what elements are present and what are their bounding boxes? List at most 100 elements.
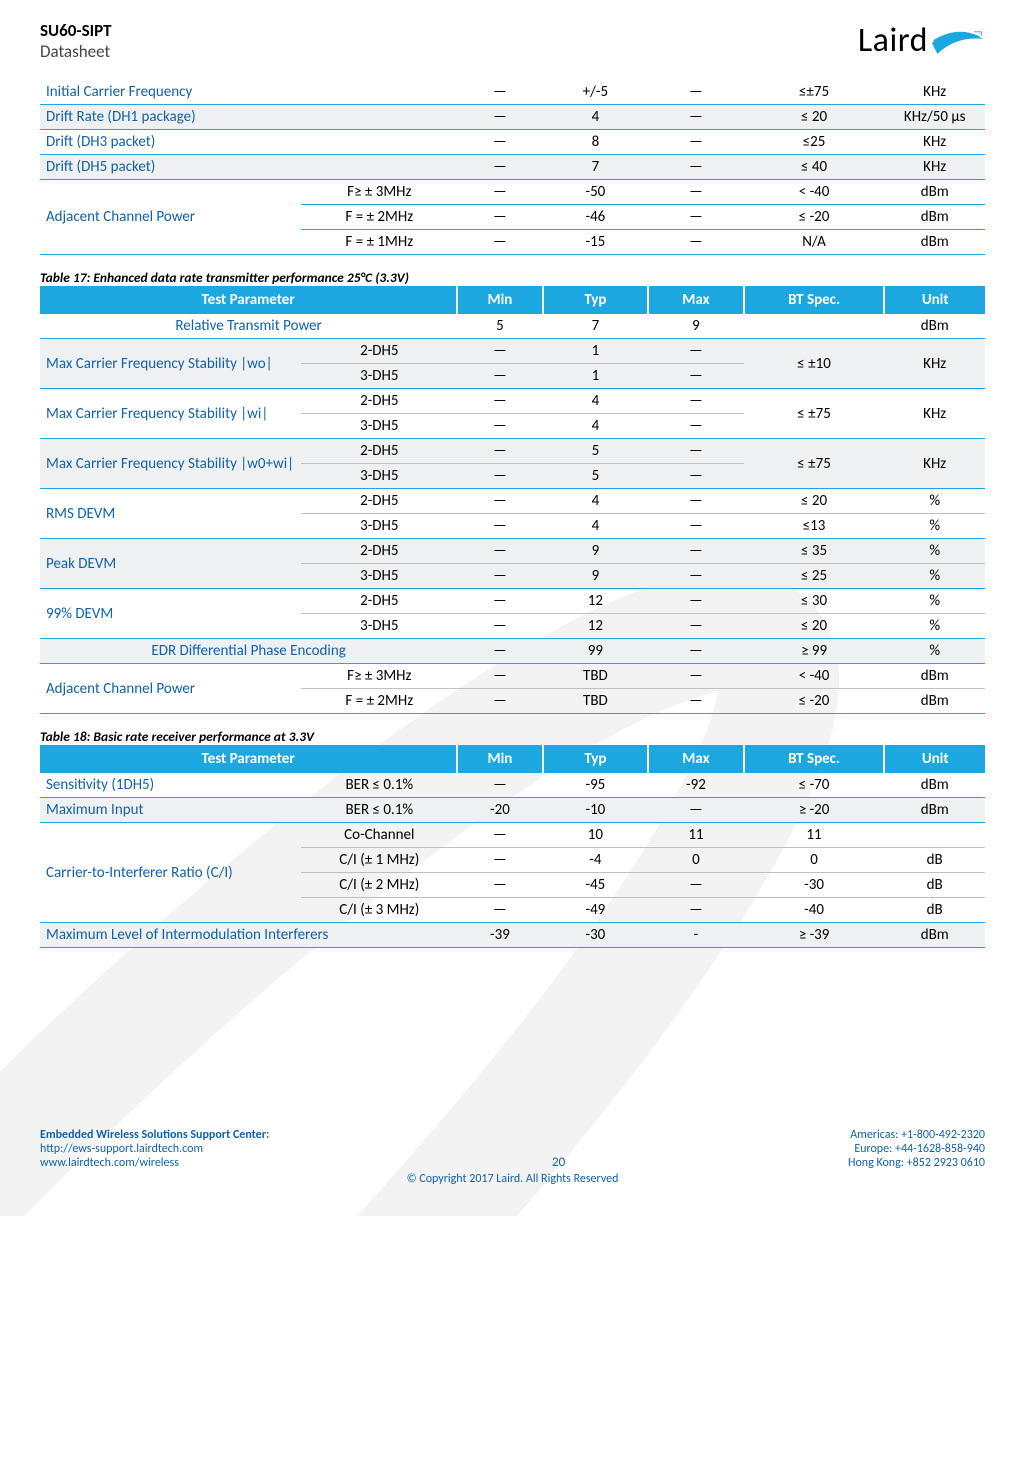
max-cell: —	[648, 614, 744, 639]
param-cell: Relative Transmit Power	[40, 314, 457, 339]
table-row: Max Carrier Frequency Stability |wo|2-DH…	[40, 339, 985, 364]
min-cell: —	[457, 564, 542, 589]
max-cell: —	[648, 689, 744, 714]
table-row: Initial Carrier Frequency—+/-5—≤±75KHz	[40, 80, 985, 105]
footer-support-title: Embedded Wireless Solutions Support Cent…	[40, 1128, 269, 1142]
min-cell: -39	[457, 923, 542, 948]
cond-cell: 3-DH5	[301, 464, 457, 489]
max-cell: —	[648, 105, 744, 130]
typ-cell: -4	[543, 848, 649, 873]
max-cell: —	[648, 439, 744, 464]
typ-cell: -45	[543, 873, 649, 898]
typ-cell: 10	[543, 823, 649, 848]
param-cell: Max Carrier Frequency Stability |wo|	[40, 339, 301, 389]
max-cell: —	[648, 414, 744, 439]
max-cell: —	[648, 230, 744, 255]
typ-cell: 4	[543, 414, 649, 439]
typ-cell: 1	[543, 364, 649, 389]
spec-cell: ≤ 40	[744, 155, 885, 180]
table18-caption: Table 18: Basic rate receiver performanc…	[40, 728, 985, 745]
min-cell: -20	[457, 798, 542, 823]
min-cell: 5	[457, 314, 542, 339]
spec-cell: ≤ 30	[744, 589, 885, 614]
param-cell: Adjacent Channel Power	[40, 664, 301, 714]
col-header: Max	[648, 286, 744, 314]
table-row: Adjacent Channel PowerF≥ ± 3MHz—TBD—< -4…	[40, 664, 985, 689]
typ-cell: 8	[543, 130, 649, 155]
unit-cell: KHz	[884, 389, 985, 439]
cond-cell: 3-DH5	[301, 514, 457, 539]
min-cell: —	[457, 823, 542, 848]
min-cell: —	[457, 773, 542, 798]
param-cell: Max Carrier Frequency Stability |wi|	[40, 389, 301, 439]
table-row: Relative Transmit Power579dBm	[40, 314, 985, 339]
spec-cell: ≥ -39	[744, 923, 885, 948]
cond-cell: BER ≤ 0.1%	[301, 773, 457, 798]
table-row: Adjacent Channel PowerF≥ ± 3MHz—-50—< -4…	[40, 180, 985, 205]
cond-cell: F≥ ± 3MHz	[301, 180, 457, 205]
min-cell: —	[457, 539, 542, 564]
cond-cell	[301, 155, 457, 180]
table-row: Max Carrier Frequency Stability |wi|2-DH…	[40, 389, 985, 414]
table17: Test ParameterMinTypMaxBT Spec.Unit Rela…	[40, 286, 985, 714]
unit-cell: dBm	[884, 314, 985, 339]
unit-cell: %	[884, 514, 985, 539]
typ-cell: +/-5	[543, 80, 649, 105]
table-row: Sensitivity (1DH5)BER ≤ 0.1%—-95-92≤ -70…	[40, 773, 985, 798]
param-cell: Peak DEVM	[40, 539, 301, 589]
max-cell: —	[648, 664, 744, 689]
min-cell: —	[457, 205, 542, 230]
table-row: Drift (DH3 packet)—8—≤25KHz	[40, 130, 985, 155]
cond-cell: 3-DH5	[301, 414, 457, 439]
max-cell: —	[648, 155, 744, 180]
unit-cell: dBm	[884, 923, 985, 948]
min-cell: —	[457, 898, 542, 923]
col-header: BT Spec.	[744, 286, 885, 314]
typ-cell: 7	[543, 155, 649, 180]
cond-cell: F = ± 1MHz	[301, 230, 457, 255]
table-row: 99% DEVM2-DH5—12—≤ 30%	[40, 589, 985, 614]
param-cell: Drift Rate (DH1 package)	[40, 105, 301, 130]
min-cell: —	[457, 414, 542, 439]
spec-cell	[744, 314, 885, 339]
typ-cell: TBD	[543, 689, 649, 714]
max-cell: —	[648, 898, 744, 923]
table-row: Max Carrier Frequency Stability |w0+wi|2…	[40, 439, 985, 464]
max-cell: —	[648, 130, 744, 155]
cond-cell: C/I (± 1 MHz)	[301, 848, 457, 873]
spec-cell: 0	[744, 848, 885, 873]
col-header: Min	[457, 745, 542, 773]
typ-cell: 99	[543, 639, 649, 664]
footer-americas: Americas: +1-800-492-2320	[848, 1128, 985, 1142]
typ-cell: 5	[543, 439, 649, 464]
max-cell: —	[648, 180, 744, 205]
footer-hongkong: Hong Kong: +852 2923 0610	[848, 1156, 985, 1170]
page-header: SU60-SIPT Datasheet Laird	[40, 20, 985, 62]
col-header: Unit	[884, 745, 985, 773]
max-cell: -92	[648, 773, 744, 798]
unit-cell: dBm	[884, 180, 985, 205]
typ-cell: 1	[543, 339, 649, 364]
logo-swoosh-icon	[930, 22, 985, 60]
table-row: Carrier-to-Interferer Ratio (C/I)Co-Chan…	[40, 823, 985, 848]
spec-cell: ≥ -20	[744, 798, 885, 823]
typ-cell: -49	[543, 898, 649, 923]
cond-cell: 2-DH5	[301, 539, 457, 564]
unit-cell: dB	[884, 873, 985, 898]
typ-cell: 4	[543, 105, 649, 130]
unit-cell: KHz	[884, 80, 985, 105]
min-cell: —	[457, 873, 542, 898]
table-row: Maximum Level of Intermodulation Interfe…	[40, 923, 985, 948]
typ-cell: TBD	[543, 664, 649, 689]
spec-cell: ≥ 99	[744, 639, 885, 664]
param-cell: Drift (DH5 packet)	[40, 155, 301, 180]
spec-cell: ≤ -70	[744, 773, 885, 798]
unit-cell: %	[884, 489, 985, 514]
col-header: Max	[648, 745, 744, 773]
unit-cell: KHz	[884, 439, 985, 489]
cond-cell	[301, 105, 457, 130]
typ-cell: -10	[543, 798, 649, 823]
param-cell: RMS DEVM	[40, 489, 301, 539]
typ-cell: 9	[543, 539, 649, 564]
unit-cell: dBm	[884, 689, 985, 714]
